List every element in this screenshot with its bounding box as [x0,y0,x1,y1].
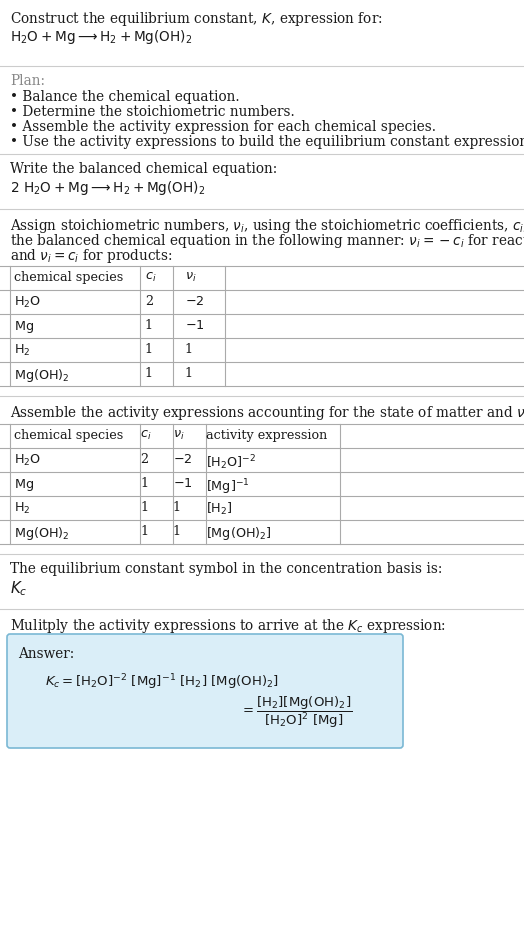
Text: $-2$: $-2$ [185,295,204,308]
Text: $[\mathrm{Mg}]^{-1}$: $[\mathrm{Mg}]^{-1}$ [206,477,249,496]
Text: $K_c$: $K_c$ [10,579,27,597]
Text: $-2$: $-2$ [173,453,192,466]
Text: Write the balanced chemical equation:: Write the balanced chemical equation: [10,162,277,176]
Text: • Balance the chemical equation.: • Balance the chemical equation. [10,90,239,104]
Text: $K_c = [\mathrm{H_2O}]^{-2}\ [\mathrm{Mg}]^{-1}\ [\mathrm{H_2}]\ [\mathrm{Mg(OH): $K_c = [\mathrm{H_2O}]^{-2}\ [\mathrm{Mg… [45,672,279,691]
Text: $\mathrm{Mg(OH)_2}$: $\mathrm{Mg(OH)_2}$ [14,525,70,542]
Text: Answer:: Answer: [18,647,74,661]
Text: 1: 1 [145,367,153,380]
Text: chemical species: chemical species [14,429,123,442]
Text: Construct the equilibrium constant, $K$, expression for:: Construct the equilibrium constant, $K$,… [10,10,383,28]
Text: $\mathrm{H_2O}$: $\mathrm{H_2O}$ [14,295,41,310]
Text: chemical species: chemical species [14,271,123,284]
Text: and $\nu_i = c_i$ for products:: and $\nu_i = c_i$ for products: [10,247,172,265]
Text: 1: 1 [173,525,181,538]
Text: Plan:: Plan: [10,74,45,88]
Text: $[\mathrm{H_2}]$: $[\mathrm{H_2}]$ [206,501,233,517]
Text: $\mathrm{H_2O + Mg \longrightarrow H_2 + Mg(OH)_2}$: $\mathrm{H_2O + Mg \longrightarrow H_2 +… [10,28,192,46]
Text: $[\mathrm{Mg(OH)_2}]$: $[\mathrm{Mg(OH)_2}]$ [206,525,272,542]
Text: The equilibrium constant symbol in the concentration basis is:: The equilibrium constant symbol in the c… [10,562,442,576]
Text: $-1$: $-1$ [185,319,205,332]
Text: $-1$: $-1$ [173,477,193,490]
Text: 2: 2 [140,453,148,466]
Text: $= \dfrac{[\mathrm{H_2}][\mathrm{Mg(OH)_2}]}{[\mathrm{H_2O}]^2\ [\mathrm{Mg}]}$: $= \dfrac{[\mathrm{H_2}][\mathrm{Mg(OH)_… [240,695,352,730]
Text: 2: 2 [145,295,153,308]
Text: $\mathrm{H_2}$: $\mathrm{H_2}$ [14,501,30,516]
Text: activity expression: activity expression [206,429,328,442]
Text: 1: 1 [173,501,181,514]
Text: 1: 1 [185,343,193,356]
Text: $\nu_i$: $\nu_i$ [185,271,196,284]
Text: $\mathrm{Mg(OH)_2}$: $\mathrm{Mg(OH)_2}$ [14,367,70,384]
Text: $\mathrm{H_2}$: $\mathrm{H_2}$ [14,343,30,359]
Text: the balanced chemical equation in the following manner: $\nu_i = -c_i$ for react: the balanced chemical equation in the fo… [10,232,524,250]
Text: • Use the activity expressions to build the equilibrium constant expression.: • Use the activity expressions to build … [10,135,524,149]
Text: Mulitply the activity expressions to arrive at the $K_c$ expression:: Mulitply the activity expressions to arr… [10,617,446,635]
Text: $[\mathrm{H_2O}]^{-2}$: $[\mathrm{H_2O}]^{-2}$ [206,453,256,472]
Text: $\nu_i$: $\nu_i$ [173,429,184,442]
Text: 1: 1 [145,319,153,332]
Text: $\mathrm{2\ H_2O + Mg \longrightarrow H_2 + Mg(OH)_2}$: $\mathrm{2\ H_2O + Mg \longrightarrow H_… [10,179,205,197]
Text: 1: 1 [140,477,148,490]
Text: $c_i$: $c_i$ [145,271,157,284]
Text: $\mathrm{Mg}$: $\mathrm{Mg}$ [14,477,34,493]
Text: $c_i$: $c_i$ [140,429,151,442]
Text: 1: 1 [185,367,193,380]
Text: $\mathrm{Mg}$: $\mathrm{Mg}$ [14,319,34,335]
Text: Assign stoichiometric numbers, $\nu_i$, using the stoichiometric coefficients, $: Assign stoichiometric numbers, $\nu_i$, … [10,217,524,235]
FancyBboxPatch shape [7,634,403,748]
Text: 1: 1 [140,525,148,538]
Text: Assemble the activity expressions accounting for the state of matter and $\nu_i$: Assemble the activity expressions accoun… [10,404,524,422]
Text: • Determine the stoichiometric numbers.: • Determine the stoichiometric numbers. [10,105,294,119]
Text: 1: 1 [140,501,148,514]
Text: $\mathrm{H_2O}$: $\mathrm{H_2O}$ [14,453,41,468]
Text: • Assemble the activity expression for each chemical species.: • Assemble the activity expression for e… [10,120,436,134]
Text: 1: 1 [145,343,153,356]
